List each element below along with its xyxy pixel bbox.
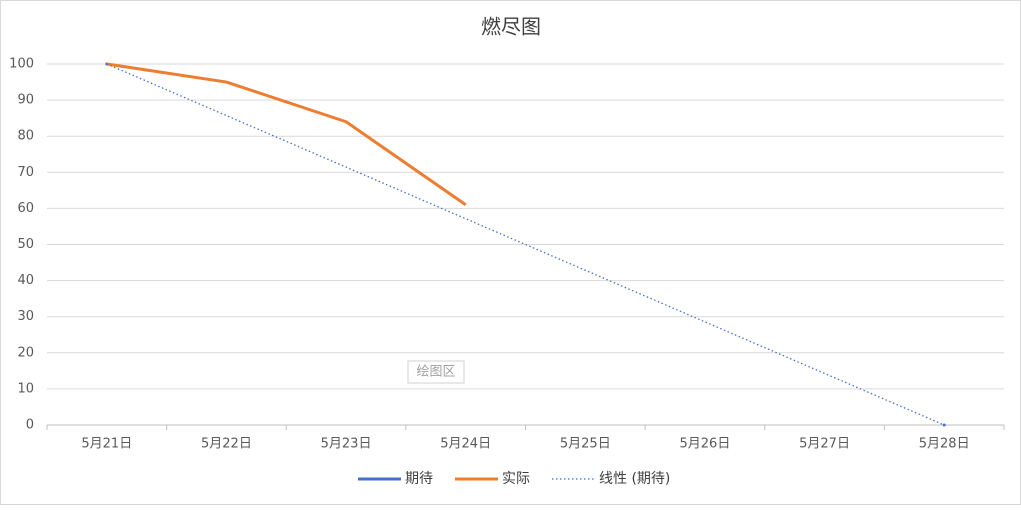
x-tick-label: 5月26日 [680, 437, 731, 452]
x-tick-label: 5月25日 [560, 437, 611, 452]
y-tick-label: 10 [17, 381, 34, 396]
x-tick-label: 5月24日 [440, 437, 491, 452]
y-tick-label: 90 [17, 93, 34, 108]
y-tick-label: 100 [9, 57, 34, 72]
y-tick-label: 0 [26, 418, 34, 433]
x-tick-label: 5月22日 [201, 437, 252, 452]
x-tick-label: 5月27日 [799, 437, 850, 452]
legend-label: 期待 [405, 471, 433, 487]
x-tick-label: 5月28日 [919, 437, 970, 452]
chart-title: 燃尽图 [481, 15, 541, 39]
legend-label: 线性 (期待) [599, 471, 670, 487]
y-tick-label: 40 [17, 273, 34, 288]
x-tick-label: 5月21日 [81, 437, 132, 452]
tooltip-box [407, 360, 465, 384]
series-line [106, 62, 467, 207]
y-tick-label: 20 [17, 345, 34, 360]
tooltip-text: 绘图区 [416, 365, 455, 380]
y-tick-label: 50 [17, 237, 34, 252]
y-tick-label: 30 [17, 309, 34, 324]
data-point [942, 423, 946, 427]
tooltip: 绘图区 [407, 360, 465, 384]
y-tick-label: 70 [17, 165, 34, 180]
x-tick-label: 5月23日 [321, 437, 372, 452]
y-tick-label: 80 [17, 129, 34, 144]
legend-label: 实际 [502, 471, 530, 487]
y-tick-label: 60 [17, 201, 34, 216]
